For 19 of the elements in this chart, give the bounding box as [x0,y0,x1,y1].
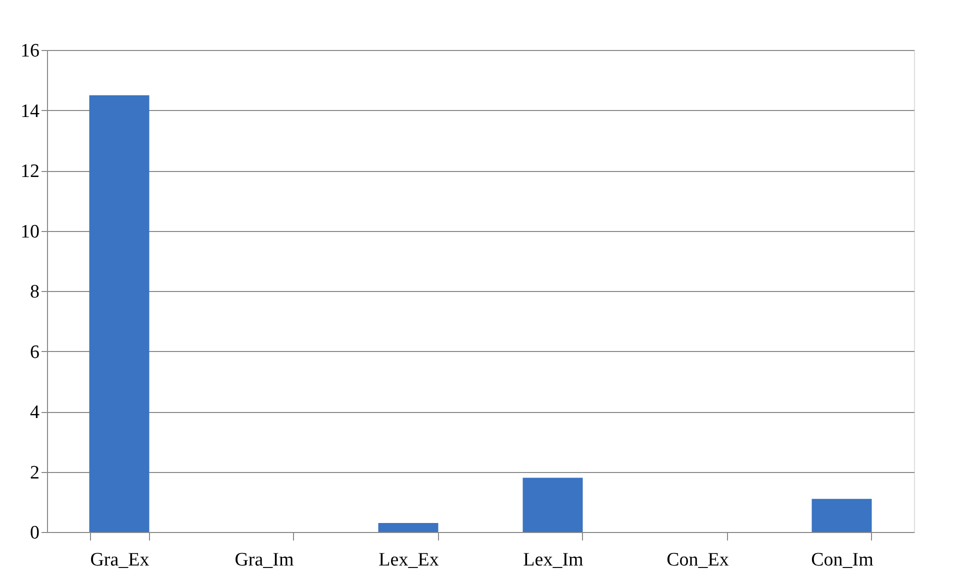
y-tick-label: 12 [20,161,40,182]
y-tick-label: 6 [30,342,40,363]
y-tick-label: 2 [30,462,40,484]
x-tick-label: Lex_Ex [378,550,440,570]
bar [522,478,583,532]
bar [378,522,438,532]
y-tick-label: 4 [30,402,40,423]
x-tick-label: Con_Ex [666,550,730,570]
x-tick-label: Lex_Im [523,550,584,570]
x-tick-label: Con_Im [811,550,874,570]
y-tick-label: 14 [20,100,40,122]
bar [89,95,150,532]
y-tick-label: 8 [30,282,40,302]
x-tick-label: Gra_Ex [90,550,150,570]
y-tick-label: 16 [20,40,40,62]
x-tick-label: Gra_Im [234,550,294,570]
y-tick-label: 0 [30,522,40,544]
y-tick-label: 10 [20,221,40,242]
bar [812,498,872,532]
